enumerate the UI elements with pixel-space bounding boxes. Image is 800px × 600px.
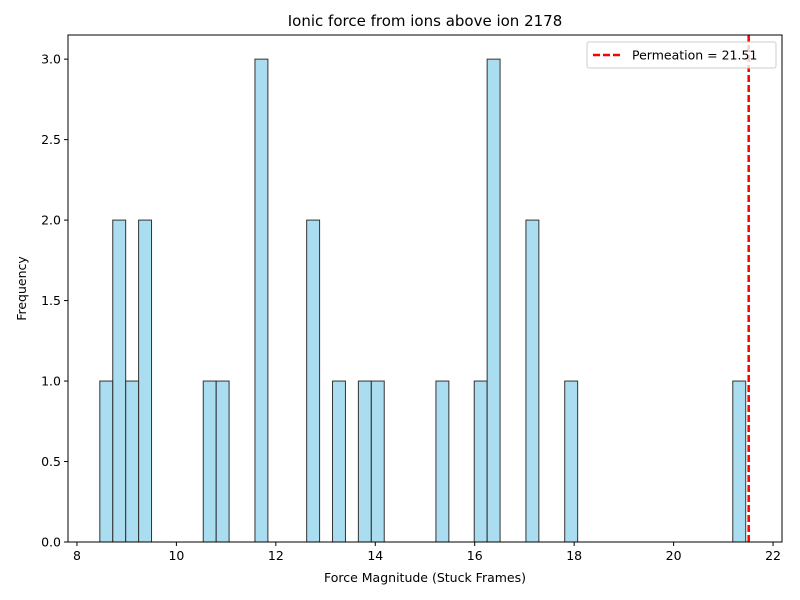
histogram-bar [525, 219, 540, 543]
x-tick-label: 12 [268, 548, 284, 563]
histogram-bar [732, 380, 747, 543]
histogram-bar [112, 219, 127, 543]
y-axis-ticks: 0.0 0.5 1.0 1.5 2.0 2.5 3.0 [41, 52, 68, 550]
x-tick-label: 10 [168, 548, 184, 563]
chart-title: Ionic force from ions above ion 2178 [288, 12, 563, 30]
y-tick-label: 1.0 [41, 374, 61, 389]
histogram-bar [473, 380, 488, 543]
legend-box [586, 41, 777, 69]
x-tick-label: 16 [467, 548, 483, 563]
plot-frame [67, 34, 783, 543]
y-tick-label: 0.0 [41, 535, 61, 550]
y-tick-label: 1.5 [41, 293, 61, 308]
bars-group [99, 58, 747, 543]
x-tick-label: 22 [765, 548, 781, 563]
histogram-bar [254, 58, 269, 543]
y-tick-label: 0.5 [41, 454, 61, 469]
histogram-bar [125, 380, 140, 543]
histogram-bar [435, 380, 450, 543]
x-tick-label: 20 [666, 548, 682, 563]
histogram-bar [332, 380, 346, 543]
legend: Permeation = 21.51 [586, 41, 777, 69]
x-tick-label: 8 [73, 548, 81, 563]
histogram-bar [306, 219, 321, 543]
legend-label: Permeation = 21.51 [632, 48, 757, 63]
histogram-bar [99, 380, 114, 543]
histogram-bar [202, 380, 217, 543]
x-tick-label: 14 [367, 548, 383, 563]
histogram-bar [486, 58, 501, 543]
histogram-bar [370, 380, 385, 543]
histogram-bar [564, 380, 579, 543]
x-axis-label: Force Magnitude (Stuck Frames) [324, 570, 526, 585]
y-axis-label: Frequency [14, 256, 29, 321]
histogram-bar [215, 380, 230, 543]
y-tick-label: 2.5 [41, 132, 61, 147]
histogram-bar [138, 219, 153, 543]
x-axis-ticks: 8 10 12 14 16 18 20 22 [73, 542, 781, 563]
x-tick-label: 18 [566, 548, 582, 563]
y-tick-label: 2.0 [41, 213, 61, 228]
y-tick-label: 3.0 [41, 52, 61, 67]
histogram-bar [357, 380, 372, 543]
